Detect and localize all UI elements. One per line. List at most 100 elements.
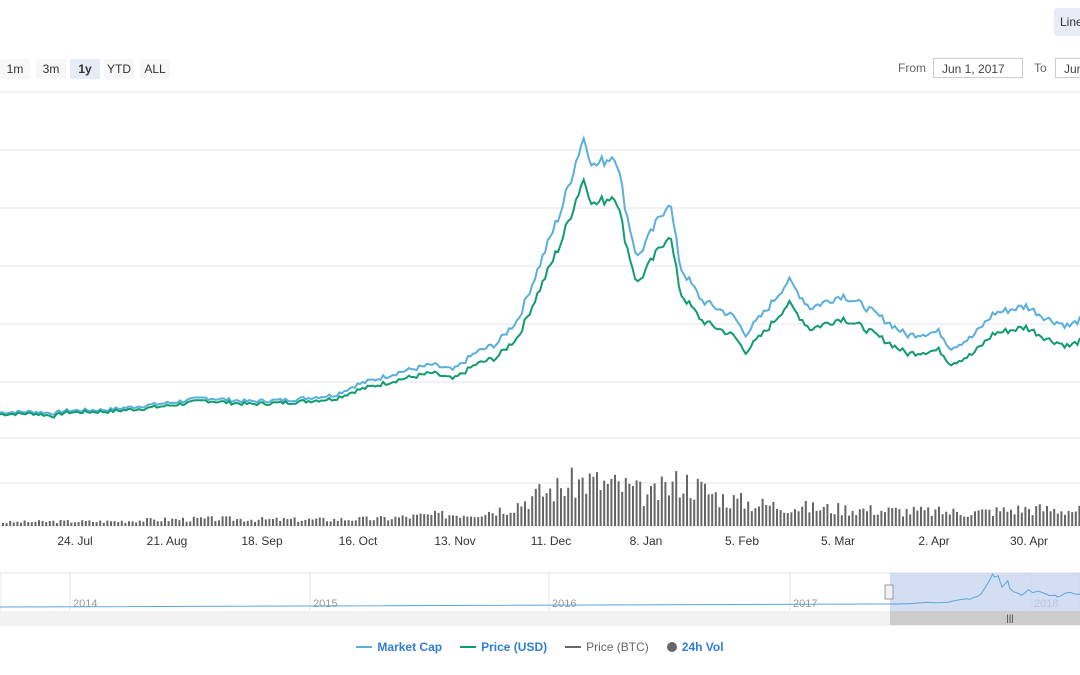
volume-bar bbox=[725, 507, 728, 526]
navigator[interactable]: 20142015201620172018||| bbox=[0, 572, 1080, 626]
volume-bar bbox=[642, 506, 645, 526]
volume-bar bbox=[99, 520, 102, 526]
legend-label: Price (USD) bbox=[481, 640, 548, 654]
volume-bar bbox=[758, 506, 760, 526]
volume-bar bbox=[952, 508, 955, 526]
volume-bar bbox=[315, 518, 318, 526]
volume-bar bbox=[1056, 513, 1059, 526]
volume-bar bbox=[700, 481, 703, 526]
volume-bar bbox=[927, 507, 930, 526]
volume-bar bbox=[290, 518, 292, 526]
from-date-input[interactable]: Jun 1, 2017 bbox=[933, 58, 1023, 78]
volume-bar bbox=[920, 506, 922, 526]
volume-bar bbox=[387, 520, 390, 526]
legend: Market Cap Price (USD) Price (BTC) 24h Vol bbox=[0, 638, 1080, 656]
range-button-1y[interactable]: 1y bbox=[70, 59, 100, 79]
volume-bar bbox=[678, 497, 681, 526]
legend-label: Price (BTC) bbox=[586, 640, 649, 654]
volume-bar bbox=[174, 519, 177, 526]
volume-bar bbox=[416, 514, 418, 526]
volume-bar bbox=[894, 507, 897, 526]
volume-bar bbox=[120, 520, 123, 526]
volume-bar bbox=[210, 516, 213, 526]
volume-bar bbox=[750, 511, 753, 526]
volume-bar bbox=[534, 488, 537, 526]
navigator-scrollbar-track[interactable] bbox=[0, 611, 1080, 625]
x-axis: 24. Jul 21. Aug 18. Sep 16. Oct 13. Nov 11. D… bbox=[57, 534, 1048, 548]
volume-bar bbox=[610, 478, 613, 526]
volume-bar bbox=[304, 519, 307, 526]
volume-bar bbox=[581, 477, 584, 526]
volume-bar bbox=[156, 521, 159, 526]
volume-bar bbox=[380, 516, 382, 526]
range-button-all[interactable]: ALL bbox=[140, 59, 170, 79]
volume-bar bbox=[30, 522, 33, 526]
volume-bar bbox=[1053, 508, 1056, 526]
volume-bar bbox=[1064, 514, 1066, 526]
legend-item-price-usd[interactable]: Price (USD) bbox=[460, 638, 547, 656]
volume-bar bbox=[614, 474, 616, 526]
range-button-ytd[interactable]: YTD bbox=[104, 59, 134, 79]
navigator-year-label: 2014 bbox=[73, 598, 97, 610]
volume-bar bbox=[527, 509, 530, 526]
to-date-input[interactable]: Jun bbox=[1055, 58, 1080, 78]
x-tick-label: 13. Nov bbox=[434, 534, 475, 548]
volume-bar bbox=[574, 497, 577, 526]
legend-item-price-btc[interactable]: Price (BTC) bbox=[565, 638, 649, 656]
volume-bar bbox=[437, 512, 440, 526]
navigator-selection[interactable] bbox=[890, 573, 1080, 611]
volume-bar bbox=[23, 520, 26, 526]
chart-type-button[interactable]: Line bbox=[1054, 8, 1080, 36]
legend-item-market-cap[interactable]: Market Cap bbox=[356, 638, 442, 656]
volume-bar bbox=[837, 503, 840, 526]
volume-bar bbox=[390, 519, 393, 526]
volume-bar bbox=[628, 483, 631, 526]
volume-bar bbox=[268, 518, 271, 526]
volume-bar bbox=[718, 507, 721, 526]
navigator-handle[interactable] bbox=[884, 584, 894, 600]
volume-bar bbox=[164, 517, 166, 526]
volume-bar bbox=[347, 520, 350, 526]
volume-bar bbox=[740, 493, 742, 526]
volume-bar bbox=[455, 515, 458, 526]
volume-bar bbox=[1071, 512, 1074, 526]
volume-bar bbox=[995, 507, 998, 526]
navigator-scrollbar-thumb[interactable] bbox=[890, 611, 1080, 625]
volume-bar bbox=[711, 494, 714, 526]
volume-bar bbox=[869, 505, 872, 526]
volume-bar bbox=[826, 504, 829, 526]
volume-bar bbox=[214, 520, 217, 526]
volume-bar bbox=[531, 496, 534, 526]
x-tick-label: 21. Aug bbox=[147, 534, 188, 548]
volume-bar bbox=[520, 506, 523, 526]
volume-bar bbox=[509, 512, 512, 526]
volume-bar bbox=[873, 514, 876, 526]
volume-bar bbox=[434, 510, 436, 526]
volume-bar bbox=[603, 480, 606, 526]
volume-bar bbox=[477, 517, 480, 526]
volume-bar bbox=[668, 495, 670, 526]
x-tick-label: 2. Apr bbox=[918, 534, 949, 548]
volume-bar bbox=[506, 514, 508, 526]
legend-item-24h-vol[interactable]: 24h Vol bbox=[666, 638, 724, 656]
volume-bar bbox=[898, 509, 901, 526]
range-button-3m[interactable]: 3m bbox=[36, 59, 66, 79]
volume-bar bbox=[884, 512, 886, 526]
legend-line-icon bbox=[460, 646, 477, 648]
volume-bar bbox=[682, 493, 685, 526]
volume-bar bbox=[264, 519, 267, 526]
volume-bar bbox=[822, 506, 825, 526]
volume-bar bbox=[513, 512, 516, 526]
volume-bar bbox=[81, 520, 84, 526]
range-button-1m[interactable]: 1m bbox=[0, 59, 30, 79]
volume-bar bbox=[246, 520, 249, 526]
volume-bar bbox=[660, 476, 663, 526]
volume-bar bbox=[736, 498, 739, 526]
volume-bar bbox=[664, 482, 667, 526]
volume-bar bbox=[779, 510, 782, 526]
volume-bar bbox=[498, 507, 501, 526]
volume-bar bbox=[110, 521, 112, 526]
volume-bar bbox=[9, 520, 12, 526]
volume-bar bbox=[135, 522, 138, 526]
volume-bar bbox=[354, 520, 357, 526]
